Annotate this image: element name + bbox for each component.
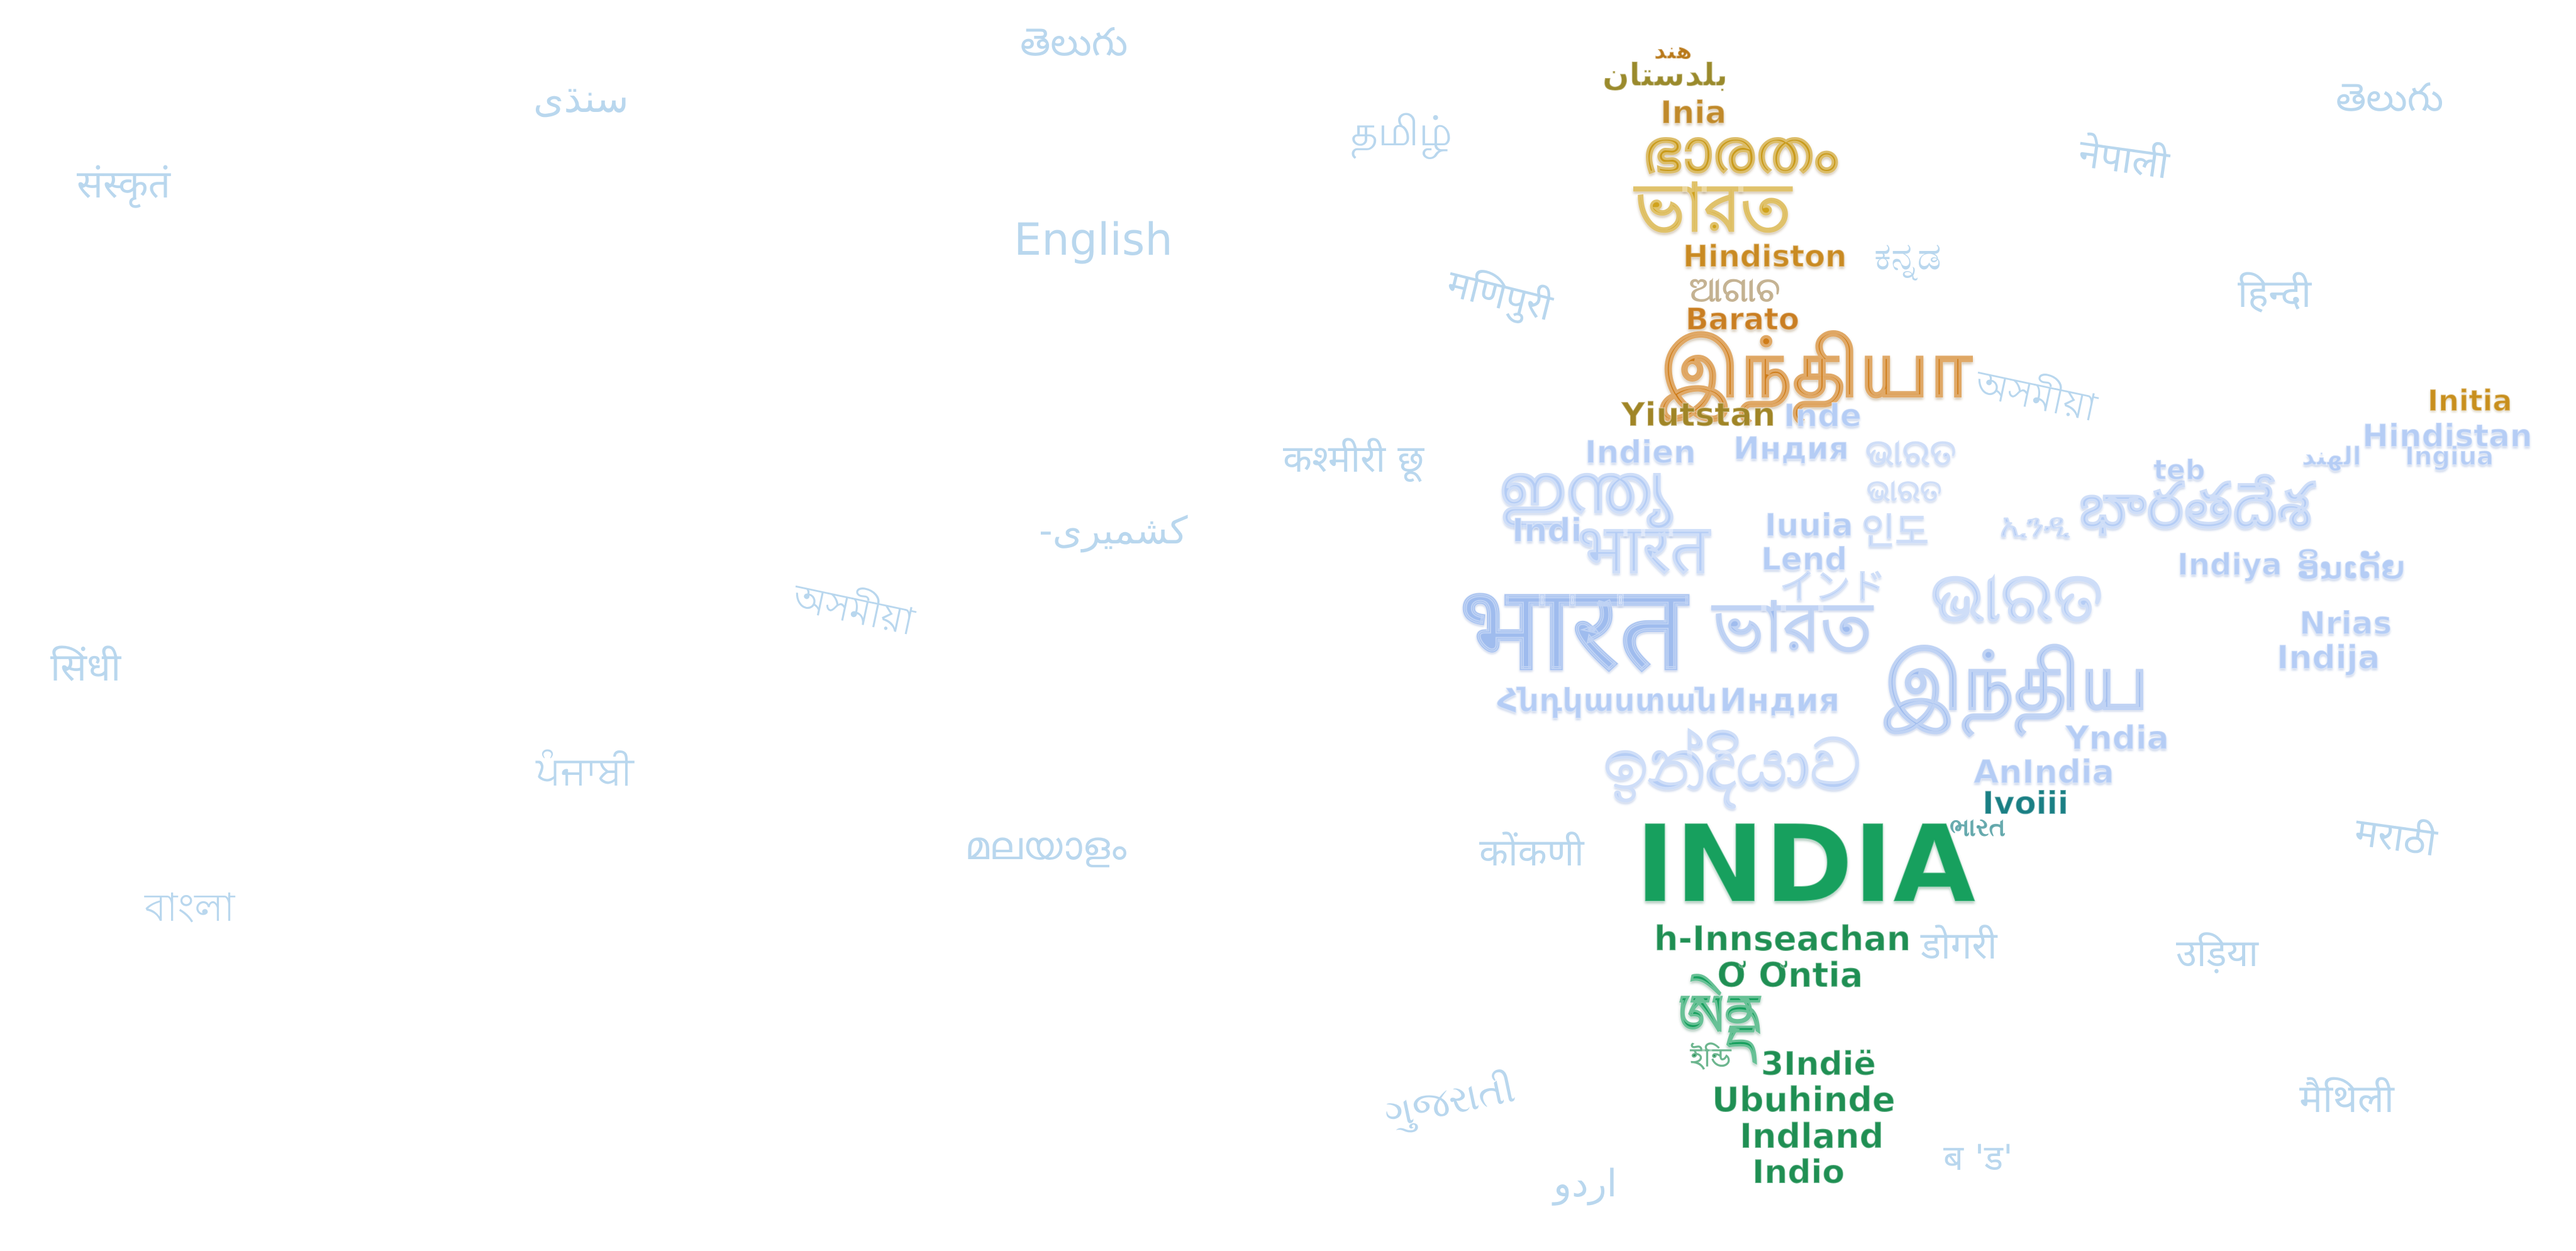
map-word: ভারত	[1635, 169, 1792, 247]
map-word: ભારત	[1949, 813, 2006, 842]
map-word: Inde	[1783, 398, 1862, 434]
ambient-word: മലയാളം	[965, 823, 1126, 869]
map-word: ଭାରତ	[1865, 431, 1957, 474]
ambient-word: सिंधी	[50, 644, 121, 690]
map-word: Yndia	[2065, 720, 2170, 757]
map-word: ଭାରତ	[1930, 557, 2103, 637]
ambient-word: ಕನ್ನಡ	[1874, 235, 1941, 279]
ambient-word: বাংলা	[145, 884, 235, 930]
map-word: भारत	[1458, 560, 1687, 696]
map-word: Indi	[1511, 512, 1582, 550]
map-word: ভারত	[1713, 588, 1872, 667]
map-word: Indija	[2276, 639, 2380, 677]
ambient-word: অসমীয়া	[1971, 362, 2101, 431]
map-word: இந்திய	[1884, 635, 2150, 728]
map-word: بلدستان	[1602, 57, 1728, 93]
ambient-word: سنڌی	[533, 75, 629, 121]
ambient-word: डोगरी	[1921, 924, 1997, 968]
map-word: ඉන්දියාව	[1603, 724, 1862, 806]
map-word: Yiutstan	[1621, 396, 1776, 434]
ambient-word: नेपाली	[2075, 130, 2172, 188]
ambient-word: తెలుగు	[1020, 19, 1128, 65]
map-word: ଆଗାଚ	[1689, 270, 1780, 309]
map-word: Barato	[1685, 302, 1800, 337]
map-word: Ubuhinde	[1711, 1080, 1896, 1120]
ambient-word: ગુજરાતી	[1380, 1064, 1519, 1138]
ambient-word: اردو	[1553, 1162, 1618, 1206]
map-word: AnIndia	[1973, 753, 2115, 791]
map-word: Ingiua	[2404, 442, 2494, 471]
map-word: Hindiston	[1682, 239, 1847, 274]
map-word: ଭାରତ	[1866, 473, 1942, 508]
map-word: Nrias	[2299, 605, 2392, 642]
map-word: Iuuia	[1764, 507, 1854, 543]
map-word: ཨེནྡ	[1677, 982, 1763, 1050]
map-word: الهند	[2301, 442, 2362, 471]
ambient-word: ਪੰਜਾਬੀ	[536, 747, 634, 793]
map-word: Индия	[1733, 430, 1850, 467]
map-word: ইন্ডি	[1690, 1043, 1731, 1072]
map-word: teb	[2153, 454, 2206, 486]
map-word: ഭാരതം	[1641, 116, 1838, 186]
ambient-word: অসমীয়া	[789, 575, 918, 645]
map-word: Ơ Ơntia	[1716, 955, 1863, 995]
ambient-word: हिन्दी	[2238, 270, 2312, 316]
map-word: ອິນເດັຍ	[2296, 550, 2406, 586]
map-word: இந்தியா	[1660, 320, 1973, 416]
map-word: Индия	[1719, 682, 1840, 720]
ambient-word: कोंकणी	[1479, 831, 1584, 875]
map-word: 3Indië	[1760, 1045, 1877, 1083]
ambient-word: ब 'ड'	[1943, 1138, 2013, 1179]
map-word: INDIA	[1635, 803, 1976, 927]
ambient-word: कश्मीरी छू	[1283, 437, 1424, 481]
map-word: 인도	[1861, 510, 1929, 553]
ambient-word: मैथिली	[2299, 1076, 2394, 1121]
map-word: ഇന്ത്യ	[1496, 450, 1673, 528]
map-word: Inia	[1660, 94, 1727, 131]
ambient-word: English	[1014, 214, 1173, 265]
map-word: ኢንዲ	[1999, 507, 2070, 545]
map-word: Lend	[1760, 541, 1848, 577]
ambient-word: संस्कृतं	[77, 161, 170, 207]
ambient-word: मराठी	[2351, 808, 2440, 865]
map-word: Indiya	[2177, 547, 2283, 582]
ambient-word: मणिपुरी	[1443, 261, 1557, 330]
map-word: インド	[1779, 567, 1886, 608]
ambient-word: தமிழ்	[1351, 107, 1453, 155]
map-word: Ivoiii	[1982, 785, 2069, 821]
map-word: Initia	[2427, 384, 2512, 418]
map-word: भारत	[1577, 510, 1710, 589]
ambient-word: उड़िया	[2176, 931, 2258, 976]
map-word: Indien	[1584, 434, 1697, 470]
map-word: Hindistan	[2362, 418, 2533, 454]
map-word: h-Innseachan	[1653, 919, 1911, 959]
map-word: Հնդկաստան	[1496, 682, 1718, 720]
map-word: Indio	[1752, 1154, 1845, 1191]
map-word: Indland	[1739, 1116, 1884, 1156]
map-word: هند	[1653, 38, 1692, 64]
ambient-word: తెలుగు	[2336, 74, 2444, 120]
map-word: భారతదేశ	[2079, 469, 2312, 542]
ambient-word: -کشمیری	[1039, 509, 1188, 553]
